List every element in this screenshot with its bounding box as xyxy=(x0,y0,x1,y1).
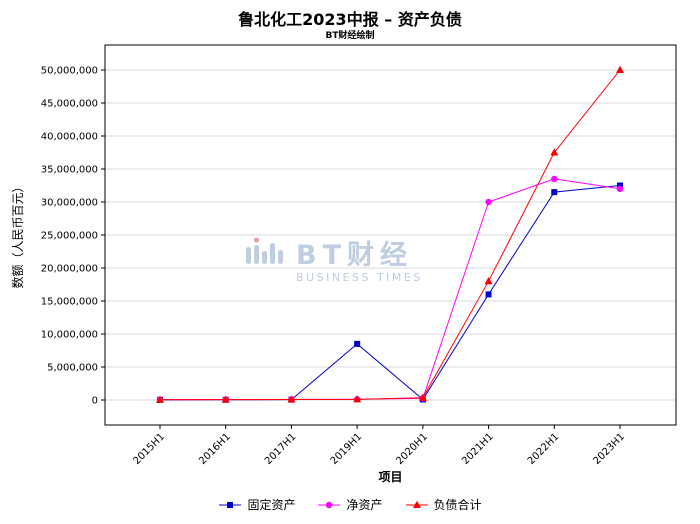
x-tick-label: 2016H1 xyxy=(197,431,233,467)
plot-border xyxy=(104,44,677,426)
x-tick-label: 2022H1 xyxy=(526,431,562,467)
marker-square xyxy=(227,501,234,508)
y-tick-label: 40,000,000 xyxy=(41,132,98,143)
legend-marker-triangle xyxy=(405,500,428,508)
marker-triangle xyxy=(353,395,362,403)
marker-circle xyxy=(616,185,624,192)
x-axis-label: 项目 xyxy=(378,470,402,484)
marker-triangle xyxy=(412,500,421,508)
legend-label: 净资产 xyxy=(346,498,383,512)
marker-circle xyxy=(485,198,492,206)
chart-title: 鲁北化工2023中报 – 资产负债 xyxy=(238,10,462,29)
series-line xyxy=(159,185,621,401)
y-tick-label: 50,000,000 xyxy=(41,66,98,77)
marker-circle xyxy=(326,501,333,508)
marker-triangle xyxy=(550,148,559,156)
legend-label: 负债合计 xyxy=(433,498,482,512)
legend-label: 固定资产 xyxy=(247,498,296,512)
watermark-text: BT财经 xyxy=(296,239,413,271)
marker-square xyxy=(551,189,558,196)
plot-area: 0 5,000,000 10,000,000 15,000,000 20,000,000… xyxy=(10,44,677,484)
series-1 xyxy=(156,175,624,403)
marker-triangle xyxy=(156,395,164,403)
marker-triangle xyxy=(418,393,427,401)
watermark-subtext: BUSINESS TIMES xyxy=(296,271,423,284)
y-tick-label: 5,000,000 xyxy=(47,363,98,374)
y-tick-label: 15,000,000 xyxy=(41,297,98,308)
marker-triangle xyxy=(484,277,493,285)
y-tick-label: 30,000,000 xyxy=(41,198,98,209)
marker-square xyxy=(485,291,492,298)
legend-marker-circle xyxy=(318,501,341,508)
x-tick-label: 2023H1 xyxy=(592,431,628,467)
y-tick-label: 25,000,000 xyxy=(41,231,98,242)
x-tick-label: 2017H1 xyxy=(263,431,299,467)
chart-subtitle: BT财经绘制 xyxy=(325,31,375,41)
series-2 xyxy=(156,65,624,403)
series-0 xyxy=(157,182,623,403)
legend-item: 负债合计 xyxy=(405,496,482,513)
y-axis-label: 数额（人民币百元） xyxy=(10,180,25,288)
x-tick-label: 2019H1 xyxy=(329,431,365,467)
legend-item: 净资产 xyxy=(317,496,383,513)
series-line xyxy=(159,69,621,401)
legend-item: 固定资产 xyxy=(218,496,295,513)
marker-square xyxy=(617,182,623,189)
y-tick-label: 10,000,000 xyxy=(41,330,98,341)
marker-square xyxy=(354,340,361,347)
x-tick-label: 2020H1 xyxy=(394,431,430,467)
marker-triangle xyxy=(616,65,624,73)
y-tick-label: 0 xyxy=(92,396,98,407)
y-tick-label: 45,000,000 xyxy=(41,99,98,110)
y-tick-label: 20,000,000 xyxy=(41,264,98,275)
marker-triangle xyxy=(287,395,296,403)
x-tick-label: 2021H1 xyxy=(460,431,496,467)
marker-circle xyxy=(551,175,558,183)
marker-triangle xyxy=(221,395,230,403)
legend-marker-square xyxy=(219,501,242,508)
chart-legend: 固定资产 净资产 负债合计 xyxy=(0,496,700,513)
x-tick-label: 2015H1 xyxy=(132,431,168,467)
y-tick-label: 35,000,000 xyxy=(41,165,98,176)
